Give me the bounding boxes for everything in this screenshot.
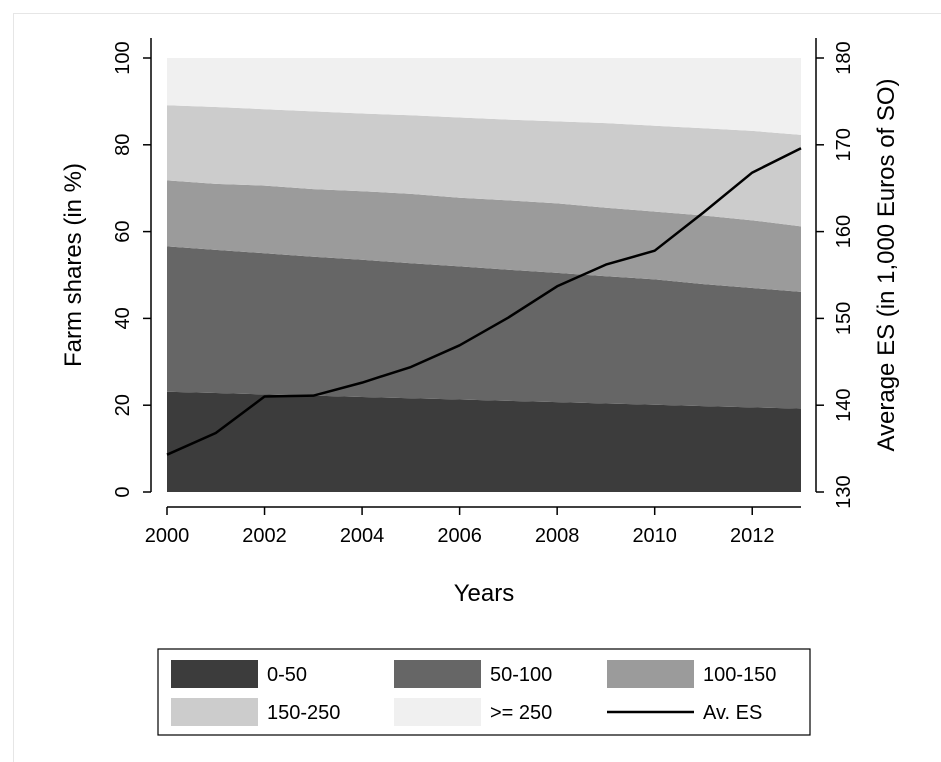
- y2-tick-label: 130: [833, 475, 855, 508]
- legend-label-100-150: 100-150: [703, 664, 776, 686]
- legend-swatch-0-50: [171, 660, 258, 688]
- y-tick-label: 100: [112, 41, 134, 74]
- y2-tick-label: 150: [833, 302, 855, 335]
- chart-frame: 0 20 40 60 80 100 Farm shares (in %) 130 140 15…: [13, 13, 941, 762]
- chart: 0 20 40 60 80 100 Farm shares (in %) 130 140 15…: [60, 38, 900, 736]
- y2-tick-label: 180: [833, 41, 855, 74]
- legend: 0-50 50-100 100-150 150-250 >= 250 Av. ES: [157, 648, 811, 736]
- x-tick-label: 2002: [242, 525, 287, 547]
- y2-axis-title: Average ES (in 1,000 Euros of SO): [873, 78, 900, 451]
- y2-tick-label: 140: [833, 389, 855, 422]
- area-100-150: [167, 180, 801, 292]
- y-axis-title: Farm shares (in %): [60, 163, 87, 367]
- legend-label-250: >= 250: [490, 702, 552, 724]
- x-tick-label: 2000: [145, 525, 190, 547]
- x-axis-title: Years: [454, 580, 515, 607]
- x-tick-label: 2006: [437, 525, 482, 547]
- y-tick-label: 20: [112, 394, 134, 416]
- legend-swatch-250: [394, 698, 481, 726]
- legend-swatch-100-150: [607, 660, 694, 688]
- legend-swatch-150-250: [171, 698, 258, 726]
- y-tick-label: 40: [112, 307, 134, 329]
- stacked-areas: [167, 58, 801, 492]
- legend-label-av-es: Av. ES: [703, 702, 762, 724]
- x-tick-label: 2012: [730, 525, 775, 547]
- legend-label-0-50: 0-50: [267, 664, 307, 686]
- area-0-50: [167, 391, 801, 492]
- line-av-es: [166, 147, 802, 456]
- y-tick-label: 0: [112, 486, 134, 497]
- legend-label-50-100: 50-100: [490, 664, 552, 686]
- x-tick-label: 2008: [535, 525, 580, 547]
- x-tick-label: 2004: [340, 525, 385, 547]
- x-tick-label: 2010: [632, 525, 677, 547]
- y-ticks-left: 0 20 40 60 80 100: [112, 41, 151, 498]
- legend-label-150-250: 150-250: [267, 702, 340, 724]
- y2-tick-label: 170: [833, 128, 855, 161]
- area-250: [167, 58, 801, 135]
- y-tick-label: 80: [112, 134, 134, 156]
- y-tick-label: 60: [112, 220, 134, 242]
- legend-box: [157, 648, 811, 736]
- y2-tick-label: 160: [833, 215, 855, 248]
- area-150-250: [167, 105, 801, 227]
- area-50-100: [167, 246, 801, 409]
- x-ticks: 2000 2002 2004 2006 2008 2010 2012: [145, 507, 775, 547]
- legend-swatch-50-100: [394, 660, 481, 688]
- y-ticks-right: 130 140 150 160 170 180: [816, 41, 855, 509]
